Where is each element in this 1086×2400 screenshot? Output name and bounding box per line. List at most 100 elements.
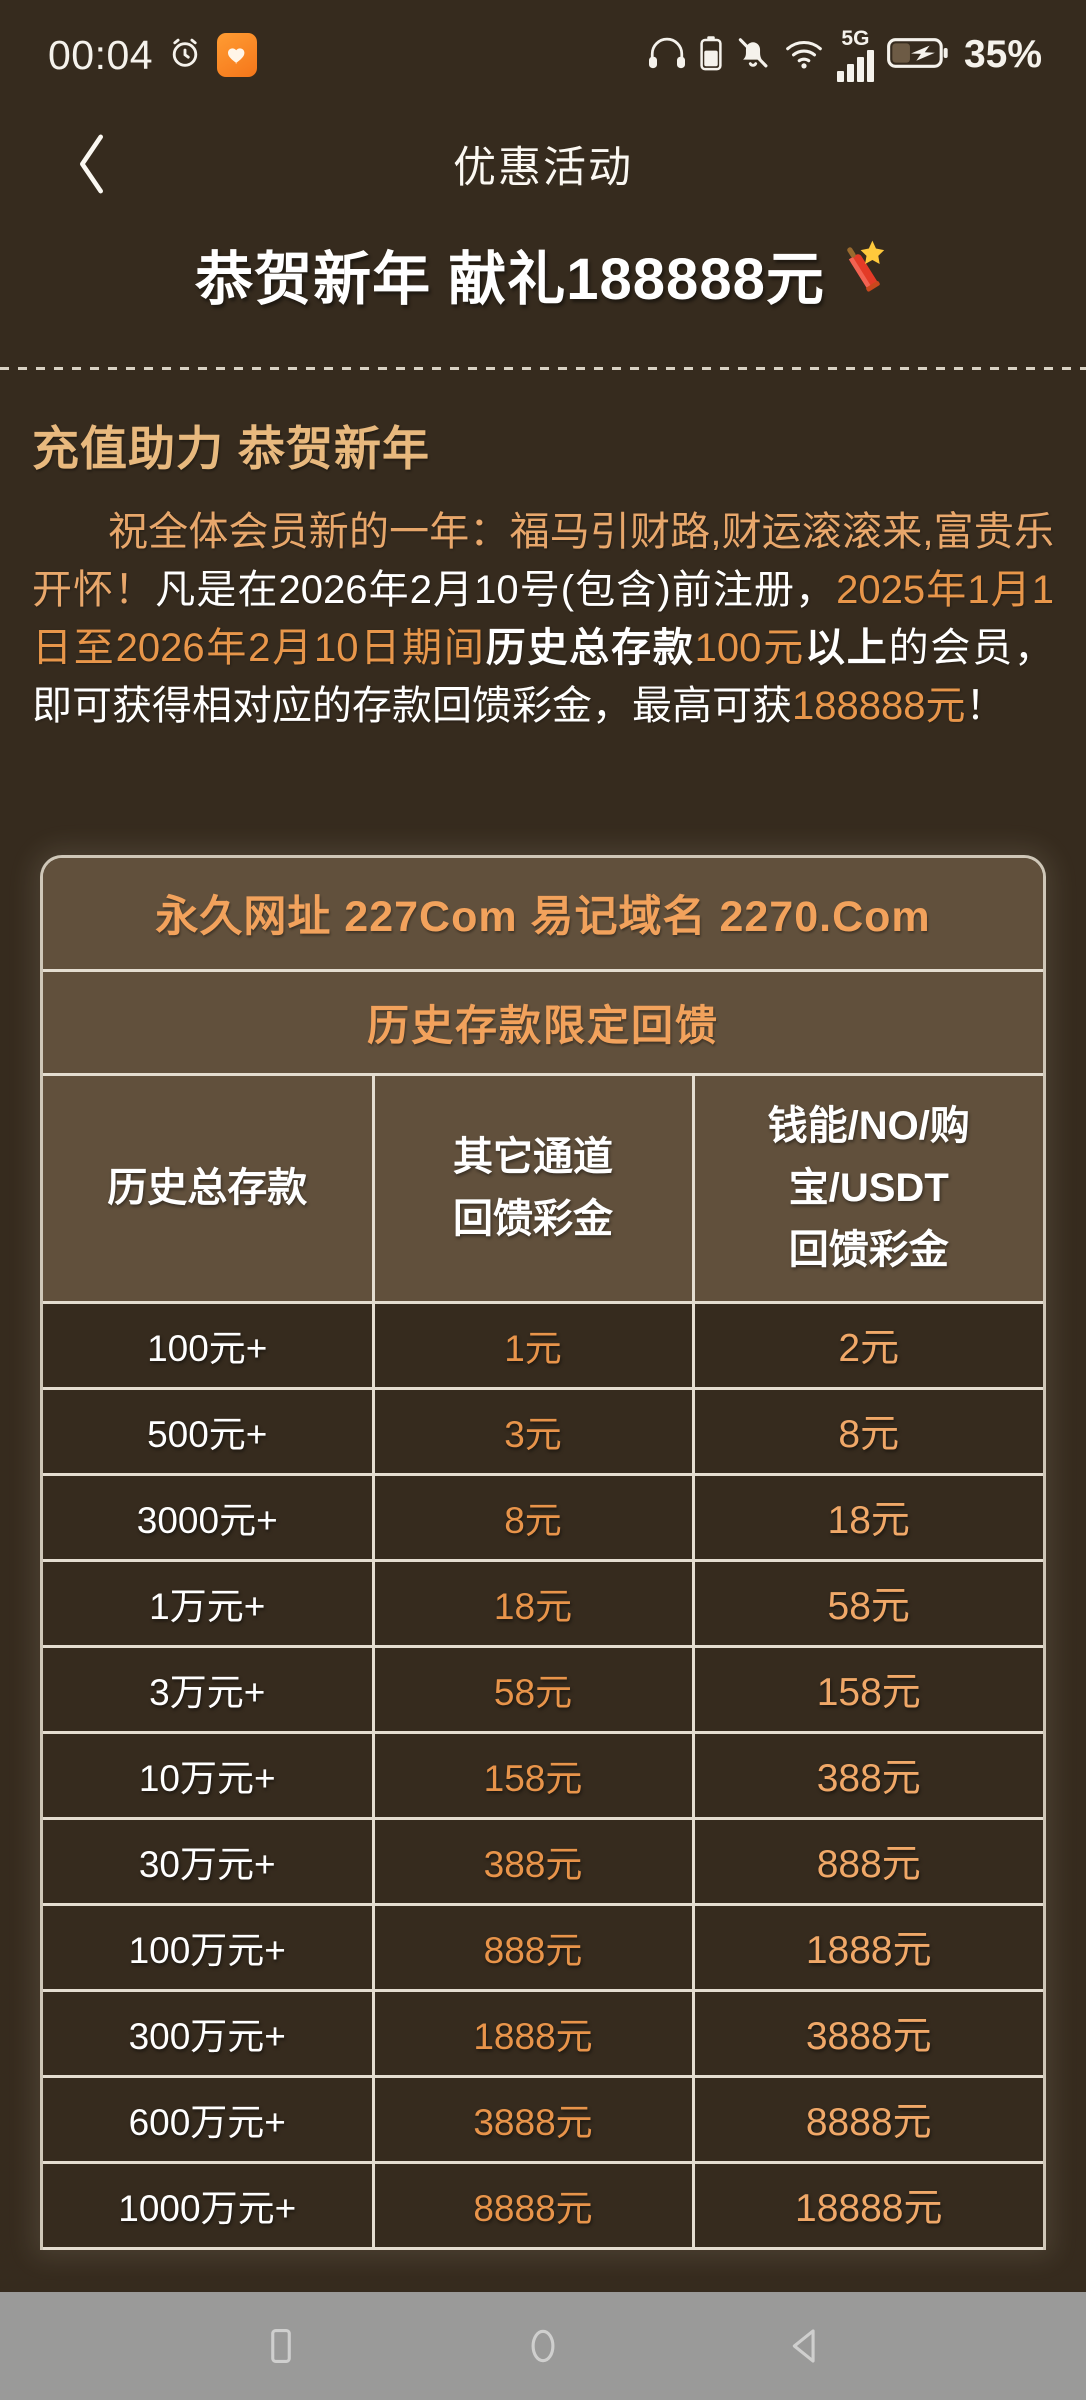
table-cell-other-channel: 8元 [371,1472,695,1562]
table-row: 10万元+ 158元 388元 [43,1730,1043,1820]
status-bar-right: 5G 35% [647,28,1042,82]
headphones-icon [647,36,687,75]
battery-charging-icon [887,36,949,75]
column-header-other: 其它通道 回馈彩金 [371,1072,695,1304]
chevron-left-icon [79,134,104,194]
home-button[interactable] [498,2301,588,2391]
back-button[interactable] [56,129,126,199]
network-type-label: 5G [841,27,870,50]
heart-health-icon [217,33,258,77]
table-cell-usdt-channel: 2元 [691,1300,1043,1390]
column-header-usdt: 钱能/NO/购 宝/USDT 回馈彩金 [691,1072,1043,1304]
intro-paragraph: 祝全体会员新的一年：福马引财路,财运滚滚来,富贵乐开怀！凡是在2026年2月10… [32,503,1054,735]
table-cell-usdt-channel: 888元 [691,1816,1043,1906]
alarm-clock-icon [167,35,203,76]
table-cell-other-channel: 58元 [371,1644,695,1734]
status-bar: 00:04 [0,0,1086,110]
table-row: 3000元+ 8元 18元 [43,1472,1043,1562]
column-header-other-line-2: 回馈彩金 [453,1197,613,1241]
bars [836,50,874,82]
intro-section: 充值助力 恭贺新年 祝全体会员新的一年：福马引财路,财运滚滚来,富贵乐开怀！凡是… [0,410,1086,735]
wifi-icon [784,36,824,75]
page-header: 优惠活动 [0,110,1086,218]
recents-button[interactable] [236,2301,326,2391]
promo-table-card: 永久网址 227Com 易记域名 2270.Com 历史存款限定回馈 历史总存款… [40,855,1046,2250]
table-cell-usdt-channel: 8元 [691,1386,1043,1476]
back-button-system[interactable] [760,2301,850,2391]
table-site-banner-row: 永久网址 227Com 易记域名 2270.Com [43,858,1043,972]
banner-title-row: 恭贺新年 献礼188888元 [195,232,891,316]
promo-table-body: 永久网址 227Com 易记域名 2270.Com 历史存款限定回馈 历史总存款… [43,858,1043,2250]
table-row: 300万元+ 1888元 3888元 [43,1988,1043,2078]
intro-seg-deposit-label: 历史总存款 [485,626,695,670]
table-cell-usdt-channel: 58元 [691,1558,1043,1648]
table-cell-usdt-channel: 18元 [691,1472,1043,1562]
back-triangle-icon [792,2329,815,2363]
table-cell-other-channel: 888元 [371,1902,695,1992]
promo-table: 永久网址 227Com 易记域名 2270.Com 历史存款限定回馈 历史总存款… [43,858,1043,2250]
intro-heading: 充值助力 恭贺新年 [32,422,431,475]
banner-title-text: 恭贺新年 献礼188888元 [195,247,825,312]
table-cell-usdt-channel: 3888元 [691,1988,1043,2078]
table-row: 1万元+ 18元 58元 [43,1558,1043,1648]
table-column-header-row: 历史总存款 其它通道 回馈彩金 钱能/NO/购 宝/USDT 回馈彩金 [43,1072,1043,1304]
intro-seg-above: 以上 [805,626,889,670]
table-cell-tier: 3000元+ [43,1472,375,1562]
column-header-usdt-line-2: 宝/USDT [788,1166,949,1210]
system-navigation-bar [0,2292,1086,2400]
intro-seg-exclaim: ！ [965,684,1006,728]
status-bar-left: 00:04 [48,31,258,79]
home-circle-icon [531,2329,555,2363]
intro-seg-register: 凡是在2026年2月10号(包含)前注册， [155,568,837,612]
table-row: 600万元+ 3888元 8888元 [43,2074,1043,2164]
column-header-usdt-line-3: 回馈彩金 [788,1228,949,1272]
banner: 恭贺新年 献礼188888元 [0,232,1086,316]
intro-seg-max-amount: 188888元 [792,684,966,728]
table-subtitle-row: 历史存款限定回馈 [43,968,1043,1076]
table-cell-usdt-channel: 388元 [691,1730,1043,1820]
site-banner-cell: 永久网址 227Com 易记域名 2270.Com [43,858,1043,972]
table-cell-tier: 500元+ [43,1386,375,1476]
table-cell-tier: 10万元+ [43,1730,375,1820]
table-cell-tier: 100元+ [43,1300,375,1390]
table-cell-tier: 3万元+ [43,1644,375,1734]
table-cell-tier: 100万元+ [43,1902,375,1992]
table-cell-tier: 600万元+ [43,2074,375,2164]
small-battery-icon [700,35,722,76]
firecracker-icon [829,236,891,312]
table-cell-tier: 1000万元+ [43,2160,375,2250]
table-row: 3万元+ 58元 158元 [43,1644,1043,1734]
intro-seg-greeting: 祝全体会员新的一年：福马引财路,财运滚滚来,富贵乐开怀！ [32,510,1054,612]
table-cell-other-channel: 3元 [371,1386,695,1476]
table-row: 1000万元+ 8888元 18888元 [43,2160,1043,2250]
table-row: 30万元+ 388元 888元 [43,1816,1043,1906]
column-header-tier-line-1: 历史总存款 [107,1166,308,1210]
table-row: 100元+ 1元 2元 [43,1300,1043,1390]
page-title: 优惠活动 [453,144,633,192]
table-cell-tier: 1万元+ [43,1558,375,1648]
intro-seg-member: 的会员，即可获得相对应的存款回馈彩金，最高可获 [32,626,1054,728]
table-cell-other-channel: 1888元 [371,1988,695,2078]
column-header-tier: 历史总存款 [43,1072,375,1304]
table-cell-usdt-channel: 8888元 [691,2074,1043,2164]
table-cell-tier: 30万元+ [43,1816,375,1906]
table-cell-other-channel: 388元 [371,1816,695,1906]
table-row: 500元+ 3元 8元 [43,1386,1043,1476]
table-cell-other-channel: 3888元 [371,2074,695,2164]
intro-seg-period: 2025年1月1日至2026年2月10日期间 [32,568,1055,670]
signal-bars-icon: 5G [836,27,874,82]
table-subtitle-cell: 历史存款限定回馈 [43,968,1043,1076]
table-cell-other-channel: 1元 [371,1300,695,1390]
intro-seg-min-amount: 100元 [694,626,806,670]
battery-percent-label: 35% [963,33,1042,76]
table-cell-other-channel: 18元 [371,1558,695,1648]
table-cell-other-channel: 8888元 [371,2160,695,2250]
table-cell-usdt-channel: 158元 [691,1644,1043,1734]
column-header-other-line-1: 其它通道 [453,1135,613,1179]
table-cell-usdt-channel: 1888元 [691,1902,1043,1992]
recents-square-icon [271,2329,291,2363]
status-clock: 00:04 [48,31,154,78]
table-row: 100万元+ 888元 1888元 [43,1902,1043,1992]
table-cell-other-channel: 158元 [371,1730,695,1820]
